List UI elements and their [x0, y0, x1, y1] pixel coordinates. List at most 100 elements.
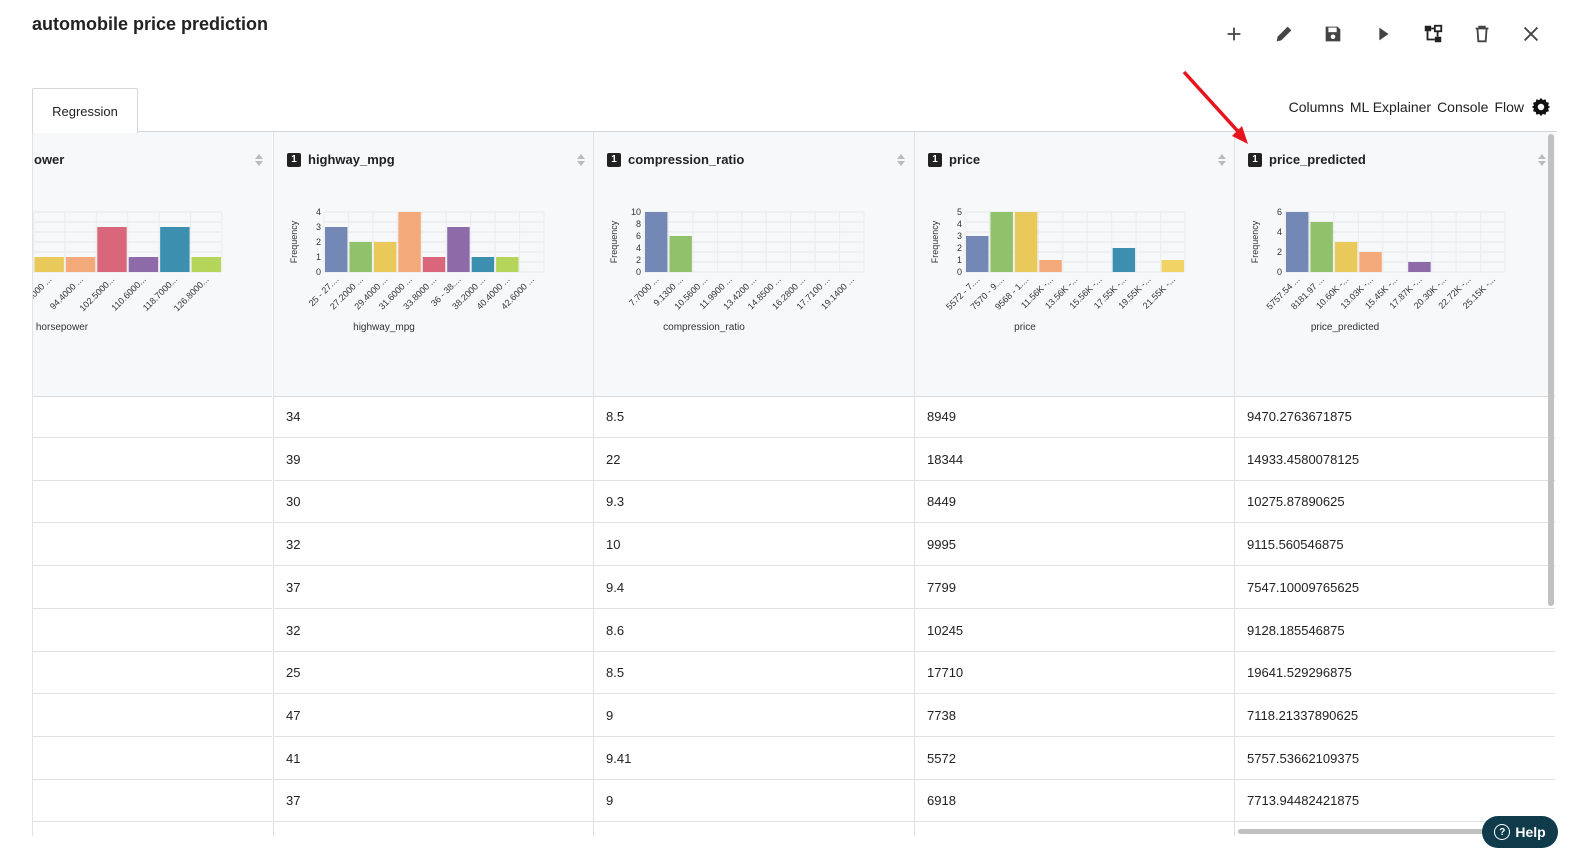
ml-explainer-link[interactable]: ML Explainer [1349, 99, 1432, 115]
column-compression_ratio: 1 compression_ratio 0 2 4 6 8 10 Frequency 7.7000… [593, 132, 914, 836]
console-link[interactable]: Console [1437, 99, 1489, 115]
table-cell[interactable] [33, 695, 272, 737]
y-tick-label: 4 [1277, 227, 1282, 237]
table-cell[interactable]: 18344 [915, 439, 1235, 481]
y-tick-label: 1 [957, 255, 962, 265]
table-cell[interactable]: 14933.4580078125 [1235, 439, 1555, 481]
table-cell[interactable]: 37 [274, 567, 594, 609]
sort-icon[interactable] [1537, 153, 1547, 167]
help-button[interactable]: ? Help [1482, 816, 1558, 848]
table-cell[interactable] [33, 780, 272, 823]
table-cell[interactable]: 9 [594, 780, 914, 823]
histogram-bar [422, 257, 446, 272]
column-name: price [949, 152, 981, 167]
table-cell[interactable]: 32 [274, 524, 594, 567]
column-header[interactable]: 1 price_predicted 0 2 4 6 Frequency 5757.54 ...… [1235, 132, 1555, 397]
sort-icon[interactable] [254, 153, 264, 167]
table-cell[interactable]: 8449 [915, 481, 1235, 524]
column-header[interactable]: 1 price 0 1 2 3 4 5 Frequency 5572 - 7.... 7570 - … [915, 132, 1235, 397]
table-cell[interactable]: 8949 [915, 396, 1235, 438]
table-cell[interactable]: 6918 [915, 780, 1235, 823]
table-cell[interactable] [33, 524, 272, 567]
table-cell[interactable]: 5572 [915, 738, 1235, 780]
table-cell[interactable]: 9995 [915, 524, 1235, 567]
y-tick-label: 4 [316, 207, 321, 217]
column-price_predicted: 1 price_predicted 0 2 4 6 Frequency 5757.54 ...… [1234, 132, 1555, 836]
table-cell[interactable]: 9128.185546875 [1235, 610, 1555, 652]
table-cell[interactable] [33, 396, 272, 438]
histogram-bar [496, 257, 519, 272]
table-cell[interactable]: 39 [274, 439, 594, 481]
y-axis-label: Frequency [289, 220, 299, 263]
column-header[interactable]: 1 compression_ratio 0 2 4 6 8 10 Frequency 7.7000… [594, 132, 914, 397]
table-cell[interactable]: 8.5 [594, 396, 914, 438]
table-cell[interactable]: 9.4 [594, 567, 914, 609]
table-cell[interactable] [33, 610, 272, 652]
table-cell[interactable] [33, 481, 272, 524]
table-cell[interactable] [33, 738, 272, 780]
table-cell[interactable] [33, 439, 272, 481]
close-icon[interactable] [1515, 18, 1547, 50]
table-cell[interactable]: 17710 [915, 652, 1235, 695]
sort-icon[interactable] [896, 153, 906, 167]
table-cell[interactable] [33, 652, 272, 695]
histogram-chart: .2000 ...86.3000 ...94.4000 ...102.5000.… [33, 211, 223, 313]
column-title: ower [34, 152, 64, 167]
table-cell[interactable]: 37 [274, 780, 594, 823]
table-cell[interactable]: 30 [274, 481, 594, 524]
column-header[interactable]: ower .2000 ... 86.3000 ... 94.4000 ... 102.5… [33, 132, 272, 397]
table-cell[interactable]: 7118.21337890625 [1235, 695, 1555, 737]
table-cell[interactable]: 8.5 [594, 652, 914, 695]
y-tick-label: 0 [636, 267, 641, 277]
table-cell[interactable]: 9115.560546875 [1235, 524, 1555, 567]
table-cell[interactable]: 25 [274, 652, 594, 695]
tab-regression[interactable]: Regression [32, 88, 138, 133]
columns-link[interactable]: Columns [1288, 99, 1344, 115]
column-name: ower [34, 152, 65, 167]
y-tick-label: 8 [636, 219, 641, 229]
run-icon[interactable] [1367, 18, 1399, 50]
table-cell[interactable]: 10245 [915, 610, 1235, 652]
vertical-scrollbar[interactable] [1548, 134, 1554, 606]
y-tick-label: 4 [957, 219, 962, 229]
table-cell[interactable]: 7713.94482421875 [1235, 780, 1555, 823]
table-cell[interactable]: 22 [594, 439, 914, 481]
sort-icon[interactable] [576, 153, 586, 167]
table-cell[interactable] [33, 567, 272, 609]
numeric-type-icon: 1 [287, 152, 301, 167]
numeric-type-icon: 1 [928, 152, 942, 167]
edit-icon[interactable] [1268, 18, 1300, 50]
table-cell[interactable]: 9470.2763671875 [1235, 396, 1555, 438]
table-cell[interactable]: 10275.87890625 [1235, 481, 1555, 524]
table-cell[interactable]: 7547.10009765625 [1235, 567, 1555, 609]
y-tick-label: 2 [316, 237, 321, 247]
table-cell[interactable]: 32 [274, 610, 594, 652]
histogram-bar [1286, 212, 1309, 272]
table-cell[interactable]: 7799 [915, 567, 1235, 609]
horizontal-scrollbar[interactable] [1238, 829, 1488, 834]
add-icon[interactable] [1218, 18, 1250, 50]
table-cell[interactable]: 5757.53662109375 [1235, 738, 1555, 780]
gear-icon[interactable] [1530, 96, 1552, 118]
table-cell[interactable]: 8.6 [594, 610, 914, 652]
table-cell[interactable]: 34 [274, 396, 594, 438]
hierarchy-icon[interactable] [1417, 18, 1449, 50]
histogram-bar [128, 257, 159, 272]
column-header[interactable]: 1 highway_mpg 0 1 2 3 4 Frequency 25 - 27.... 27.… [274, 132, 594, 397]
save-icon[interactable] [1317, 18, 1349, 50]
table-cell[interactable]: 7738 [915, 695, 1235, 737]
table-cell[interactable]: 9 [594, 695, 914, 737]
table-cell[interactable]: 47 [274, 695, 594, 737]
table-cell[interactable]: 41 [274, 738, 594, 780]
sort-icon[interactable] [1217, 153, 1227, 167]
table-cell[interactable]: 9.3 [594, 481, 914, 524]
table-cell[interactable]: 10 [594, 524, 914, 567]
column-title: 1 compression_ratio [607, 152, 744, 167]
table-cell[interactable]: 9.41 [594, 738, 914, 780]
column-name: price_predicted [1269, 152, 1366, 167]
flow-link[interactable]: Flow [1494, 99, 1524, 115]
x-axis-label: price_predicted [1310, 322, 1380, 333]
delete-icon[interactable] [1466, 18, 1498, 50]
help-label: Help [1515, 824, 1546, 840]
table-cell[interactable]: 19641.529296875 [1235, 652, 1555, 695]
